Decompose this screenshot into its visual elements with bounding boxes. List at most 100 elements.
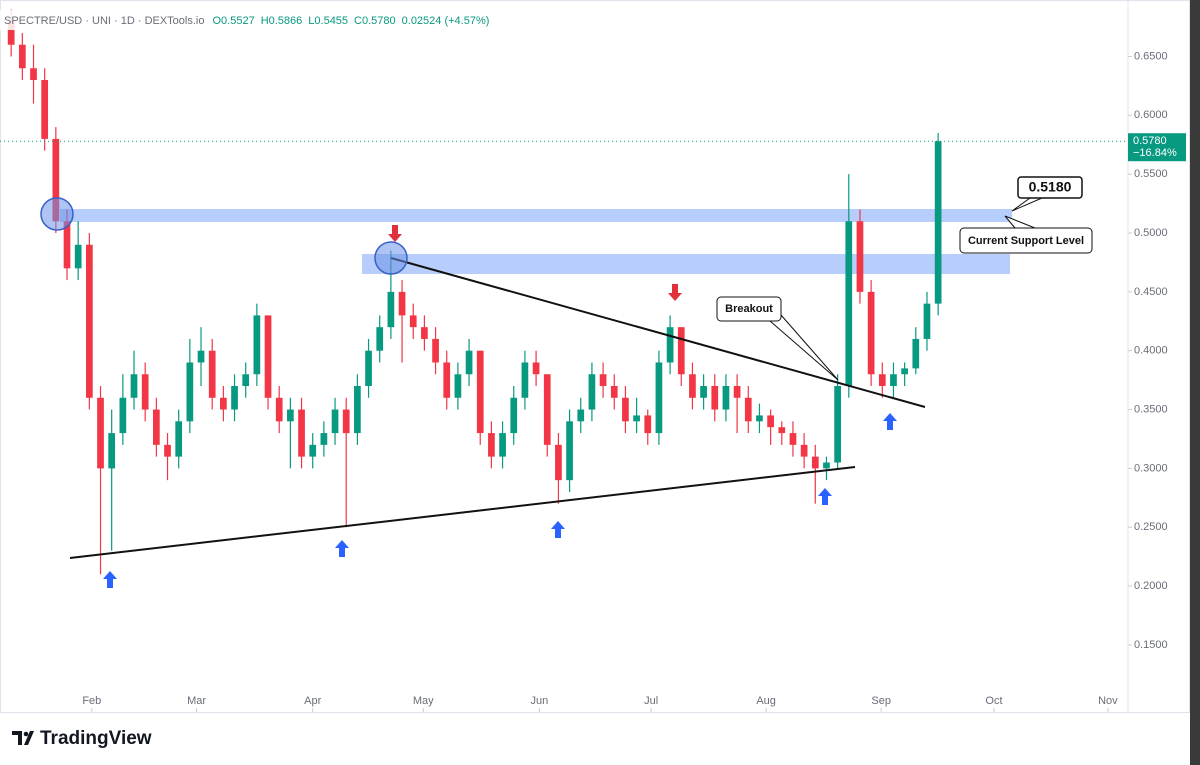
candle-body <box>722 386 730 410</box>
resistance-zone <box>362 254 1010 274</box>
candle-body <box>655 362 663 434</box>
candle-body <box>175 421 183 457</box>
right-edge <box>1190 0 1200 765</box>
candles <box>7 9 942 575</box>
ohlc-value: O0.5527 <box>212 15 254 27</box>
x-tick-label: May <box>413 695 434 707</box>
candle-body <box>566 421 573 481</box>
pivot-circle <box>374 241 408 275</box>
candle-body <box>666 327 674 363</box>
candle-body <box>878 374 886 387</box>
candle-body <box>119 397 127 434</box>
candle-body <box>610 386 618 398</box>
candle-body <box>275 397 283 422</box>
candle-body <box>398 291 406 316</box>
last-price-change: −16.84% <box>1133 147 1177 159</box>
candle-body <box>164 444 171 457</box>
symbol: SPECTRE/USD · UNI · 1D · DEXTools.io <box>4 15 204 27</box>
candle-body <box>443 362 451 398</box>
candle-body <box>220 397 227 410</box>
up-arrow <box>883 413 897 430</box>
candle-body <box>421 327 428 339</box>
y-tick-label: 0.4500 <box>1134 286 1168 298</box>
candle-body <box>555 444 562 481</box>
candle-body <box>253 315 261 375</box>
x-tick-label: Nov <box>1098 695 1118 707</box>
support-box <box>959 227 1093 254</box>
candle-body <box>756 415 763 422</box>
candle-body <box>30 68 37 81</box>
candle-body <box>63 221 71 269</box>
support-label: Current Support Level <box>968 235 1084 247</box>
level-box <box>1017 176 1083 199</box>
level-label: 0.5180 <box>1029 179 1072 195</box>
candle-body <box>599 374 607 387</box>
candle-body <box>476 350 484 434</box>
candle-body <box>912 338 920 369</box>
candle-body <box>432 338 439 363</box>
candle-body <box>41 80 49 139</box>
candle-body <box>74 244 82 269</box>
candle-body <box>287 409 294 422</box>
candle-body <box>856 221 864 292</box>
x-tick-label: Sep <box>871 695 891 707</box>
candle-body <box>767 415 774 428</box>
candle-body <box>331 409 339 434</box>
y-tick-label: 0.5500 <box>1134 168 1168 180</box>
ohlc-value: C0.5780 <box>354 15 396 27</box>
x-tick-label: Aug <box>756 695 776 707</box>
down-arrow <box>388 225 402 242</box>
header-bg <box>0 10 500 30</box>
candle-body <box>354 386 361 434</box>
x-tick-label: Apr <box>304 695 321 707</box>
candle-body <box>845 221 853 387</box>
candle-body <box>811 456 819 469</box>
y-tick-label: 0.6000 <box>1134 109 1168 121</box>
candle-body <box>454 374 462 398</box>
candle-body <box>7 21 15 45</box>
y-tick-label: 0.3500 <box>1134 403 1168 415</box>
candle-body <box>744 397 752 422</box>
x-tick-label: Jul <box>644 695 658 707</box>
candle-body <box>867 291 875 375</box>
candle-body <box>320 433 328 445</box>
candle-body <box>633 415 640 422</box>
brand-logo <box>12 731 34 745</box>
support-zone <box>60 209 1012 222</box>
brand-logo-dot <box>23 731 29 737</box>
candle-body <box>18 44 26 69</box>
y-tick-label: 0.6500 <box>1134 50 1168 62</box>
last-price-tag <box>1128 133 1186 162</box>
y-tick-label: 0.2500 <box>1134 521 1168 533</box>
candle-body <box>488 433 495 457</box>
candle-body <box>108 433 116 469</box>
axes: 0.1500 0.2000 0.2500 0.3000 0.3500 0.4000 0.45… <box>0 50 1186 712</box>
candle-body <box>923 303 931 339</box>
lower-trendline <box>69 466 856 559</box>
candle-body <box>890 374 897 387</box>
candle-body <box>622 397 629 422</box>
candle-body <box>465 350 473 375</box>
x-tick-label: Feb <box>82 695 101 707</box>
candle-body <box>52 138 60 222</box>
candle-body <box>778 427 786 434</box>
last-price-label: 0.5780 <box>1133 135 1167 147</box>
breakout-pointer <box>769 314 839 381</box>
header: SPECTRE/USD · UNI · 1D · DEXTools.io O0.5… <box>0 10 500 30</box>
ohlc-value: H0.5866 <box>261 15 303 27</box>
candle-body <box>733 386 741 398</box>
candle-body <box>97 397 104 469</box>
candle-body <box>186 362 194 422</box>
candle-body <box>376 327 384 351</box>
ohlc-value: 0.02524 (+4.57%) <box>402 15 490 27</box>
candle-body <box>901 368 908 375</box>
support-pointer <box>1004 215 1036 229</box>
candle-body <box>711 386 719 410</box>
candle-body <box>644 415 652 434</box>
candle-body <box>588 374 596 410</box>
down-arrow <box>668 284 682 301</box>
candle-body <box>800 444 808 457</box>
candle-body <box>409 315 417 328</box>
